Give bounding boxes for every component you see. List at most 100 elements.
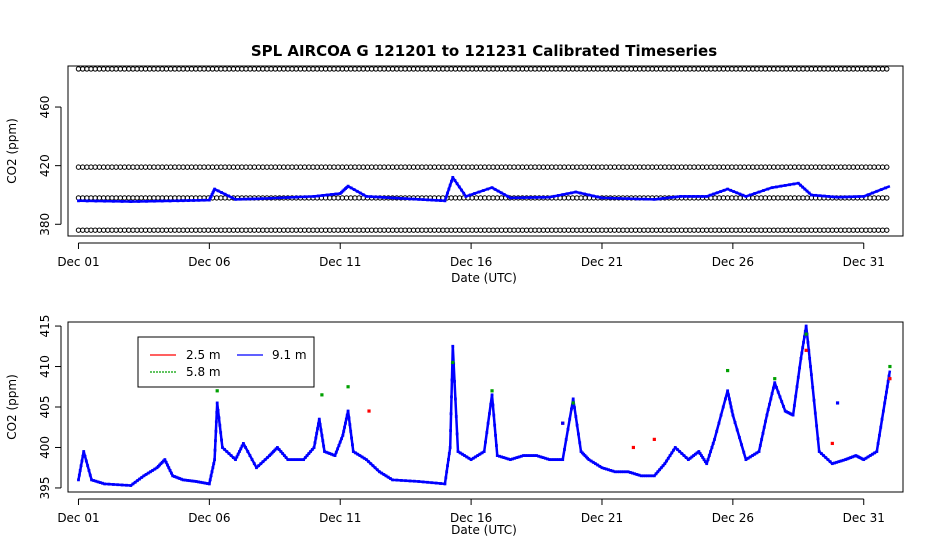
bottom-panel-outlier-point [561,421,565,425]
top-panel-reference-level [75,66,890,72]
top-panel-series-point [230,196,234,200]
top-panel-series-point [468,193,472,197]
bottom-panel-series-point [192,479,196,483]
bottom-panel-series-point [609,469,613,472]
bottom-panel-series-point [330,452,333,456]
bottom-panel-series-point [319,428,323,432]
top-panel-series-point [849,195,853,199]
bottom-panel-series-point [880,417,884,421]
bottom-panel-series-point [211,466,215,470]
bottom-panel-series-point [828,460,832,464]
top-panel-series-point [670,196,674,199]
bottom-panel-series-point [715,429,719,433]
bottom-panel-series-point [713,437,716,441]
top-panel-series-point [168,199,172,203]
bottom-panel-series-point [458,451,462,455]
bottom-panel-series-point [485,431,489,435]
bottom-panel-series-point [215,401,219,405]
bottom-panel-series-point [299,458,303,462]
top-panel-series-point [247,197,251,201]
bottom-panel-series-point [169,471,173,475]
bottom-panel-series-point [678,450,682,453]
top-panel-series-point [451,175,455,179]
top-panel-x-tick-label-dec-01: Dec 01 [57,255,99,269]
top-panel-series-point [591,194,595,198]
bottom-panel-series-point [710,446,714,449]
bottom-panel-series-point [878,433,881,437]
top-panel-series-point [181,199,185,203]
bottom-panel-series-point [391,478,394,482]
top-panel-series-point [862,195,866,198]
bottom-panel-series-point [809,365,812,368]
top-panel-series-point [216,189,220,193]
top-panel-reference-point [884,195,890,201]
bottom-panel-series-point [644,474,648,478]
bottom-panel-series-point [528,454,532,457]
top-panel-series-point [382,196,386,199]
bottom-panel-series-point [77,478,80,482]
top-panel-reference-level [75,227,890,233]
legend-label-9-1m: 9.1 m [272,348,307,362]
bottom-panel-series-point [218,423,222,427]
bottom-panel-series-point [444,476,448,480]
bottom-panel-series-point [800,351,804,355]
bottom-panel-series-point [648,474,652,478]
bottom-panel-series-point [489,402,493,406]
bottom-panel-series-point [697,450,701,453]
bottom-panel-series-point [281,452,285,455]
bottom-panel-series-point [760,437,764,441]
top-panel-series-point [365,195,368,198]
bottom-panel-series-point [365,458,368,462]
bottom-panel-series-point [478,452,482,456]
bottom-panel-series-9-1-m [77,324,892,487]
bottom-panel-series-point [351,443,354,447]
bottom-panel-series-point [378,470,381,474]
bottom-panel-series-point [811,386,815,389]
bottom-panel-series-point [815,424,819,428]
bottom-panel-series-point [513,456,517,460]
bottom-panel-series-point [491,403,495,407]
bottom-panel-series-point [131,482,135,486]
bottom-panel-series-point [589,459,593,463]
top-panel-series-point [779,184,783,188]
bottom-panel-series-point [690,455,694,459]
bottom-panel-series-point [733,421,737,424]
bottom-panel-series-point [116,483,120,487]
bottom-panel-series-point [556,458,560,462]
top-panel-series-point [783,184,787,187]
top-panel-series-point [209,195,213,198]
legend-box [137,336,315,388]
bottom-panel-series-5-8-m [215,332,892,405]
bottom-panel-series-point [607,468,610,472]
bottom-panel-series-point [633,472,637,476]
bottom-panel-x-tick-label-dec-11: Dec 11 [319,511,361,525]
top-panel-series-point [775,185,778,189]
bottom-panel-series-point [176,476,180,480]
bottom-panel-series-point [317,422,320,426]
bottom-panel-series-point [181,478,185,482]
bottom-panel-series-point [875,450,879,453]
top-panel-series-point [644,197,648,201]
bottom-panel-series-point [140,476,144,479]
bottom-panel-series-point [153,467,157,471]
bottom-panel-series-point [173,475,176,478]
bottom-panel-series-point [404,479,408,483]
top-panel-series-point [732,190,736,193]
bottom-panel-series-point [624,470,628,474]
bottom-panel-series-point [693,452,697,456]
top-panel-series-point [715,191,719,195]
bottom-panel-series-point [564,437,568,441]
bottom-panel-series-point [849,456,853,459]
top-panel-series-point [312,195,316,198]
top-panel-series-point [448,183,452,187]
bottom-panel-series-point [801,346,805,350]
bottom-panel-series-point [171,474,175,478]
bottom-panel-series-point [807,348,811,352]
bottom-panel-series-point [650,474,654,478]
bottom-panel-series-point [802,340,805,344]
bottom-panel-series-point [348,423,352,426]
bottom-panel-y-axis: 395 400 405 410 415 [38,315,62,499]
bottom-panel-series-point [772,386,775,390]
bottom-panel-series-point [709,450,713,453]
bottom-panel-series-point [309,450,312,453]
